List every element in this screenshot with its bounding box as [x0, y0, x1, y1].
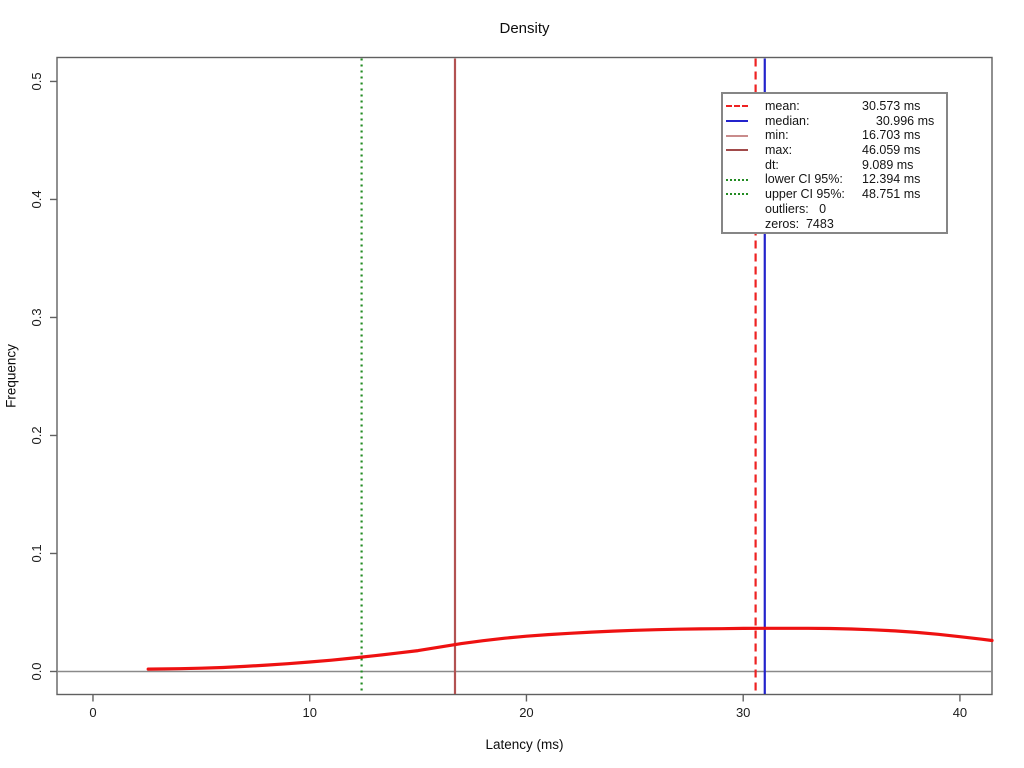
legend-row-mean: mean: 30.573 ms	[726, 99, 946, 114]
legend-row-upper-ci-95: upper CI 95%: 48.751 ms	[726, 187, 946, 202]
legend-value: 9.089 ms	[862, 157, 914, 172]
legend-row-zeros: zeros: 7483	[726, 217, 946, 232]
legend: mean: 30.573 ms median: 30.996 ms min: 16.70…	[721, 92, 948, 234]
max-line-sample	[726, 149, 748, 152]
legend-value: 12.394 ms	[862, 172, 921, 187]
y-axis-title: Frequency	[3, 344, 19, 408]
x-tick-label: 40	[953, 705, 967, 720]
min-line-sample	[726, 134, 748, 137]
legend-row-max: max: 46.059 ms	[726, 143, 946, 158]
y-tick-label: 0.2	[29, 426, 44, 444]
legend-label: min:	[765, 128, 789, 143]
legend-row-lower-ci-95: lower CI 95%: 12.394 ms	[726, 172, 946, 187]
x-tick-label: 30	[736, 705, 750, 720]
plot-border	[56, 56, 993, 696]
legend-value: 46.059 ms	[862, 143, 921, 158]
legend-value: 48.751 ms	[862, 187, 921, 202]
legend-value: 30.573 ms	[862, 99, 921, 113]
legend-label: upper CI 95%:	[765, 187, 845, 202]
legend-sample-empty	[726, 223, 748, 225]
y-tick-label: 0.5	[29, 72, 44, 90]
legend-sample-empty	[726, 208, 748, 210]
legend-row-median: median: 30.996 ms	[726, 114, 946, 129]
legend-label: zeros: 7483	[765, 216, 834, 231]
legend-label: median:	[765, 113, 810, 128]
legend-sample-empty	[726, 164, 748, 166]
x-tick-label: 10	[302, 705, 316, 720]
density-curve	[146, 626, 994, 671]
legend-label: mean:	[765, 99, 800, 113]
legend-label: lower CI 95%:	[765, 172, 843, 187]
x-tick-label: 0	[89, 705, 96, 720]
legend-row-dt: dt: 9.089 ms	[726, 158, 946, 173]
chart-title: Density	[499, 20, 550, 37]
y-tick-label: 0.0	[29, 662, 44, 680]
x-tick-label: 20	[519, 705, 533, 720]
y-tick-label: 0.3	[29, 308, 44, 326]
upper-ci-95-line-sample	[726, 193, 748, 196]
legend-value: 16.703 ms	[862, 128, 921, 143]
median-line-sample	[726, 120, 748, 123]
legend-label: outliers: 0	[765, 201, 827, 216]
lower-ci-95-line-sample	[726, 178, 748, 181]
y-tick-label: 0.4	[29, 190, 44, 208]
legend-label: max:	[765, 143, 793, 158]
legend-row-min: min: 16.703 ms	[726, 128, 946, 143]
legend-label: dt:	[765, 157, 779, 172]
x-axis-title: Latency (ms)	[485, 737, 564, 752]
legend-row-outliers: outliers: 0	[726, 202, 946, 217]
legend-value: 30.996 ms	[862, 113, 935, 128]
mean-line-sample	[726, 105, 748, 108]
y-tick-label: 0.1	[29, 544, 44, 562]
